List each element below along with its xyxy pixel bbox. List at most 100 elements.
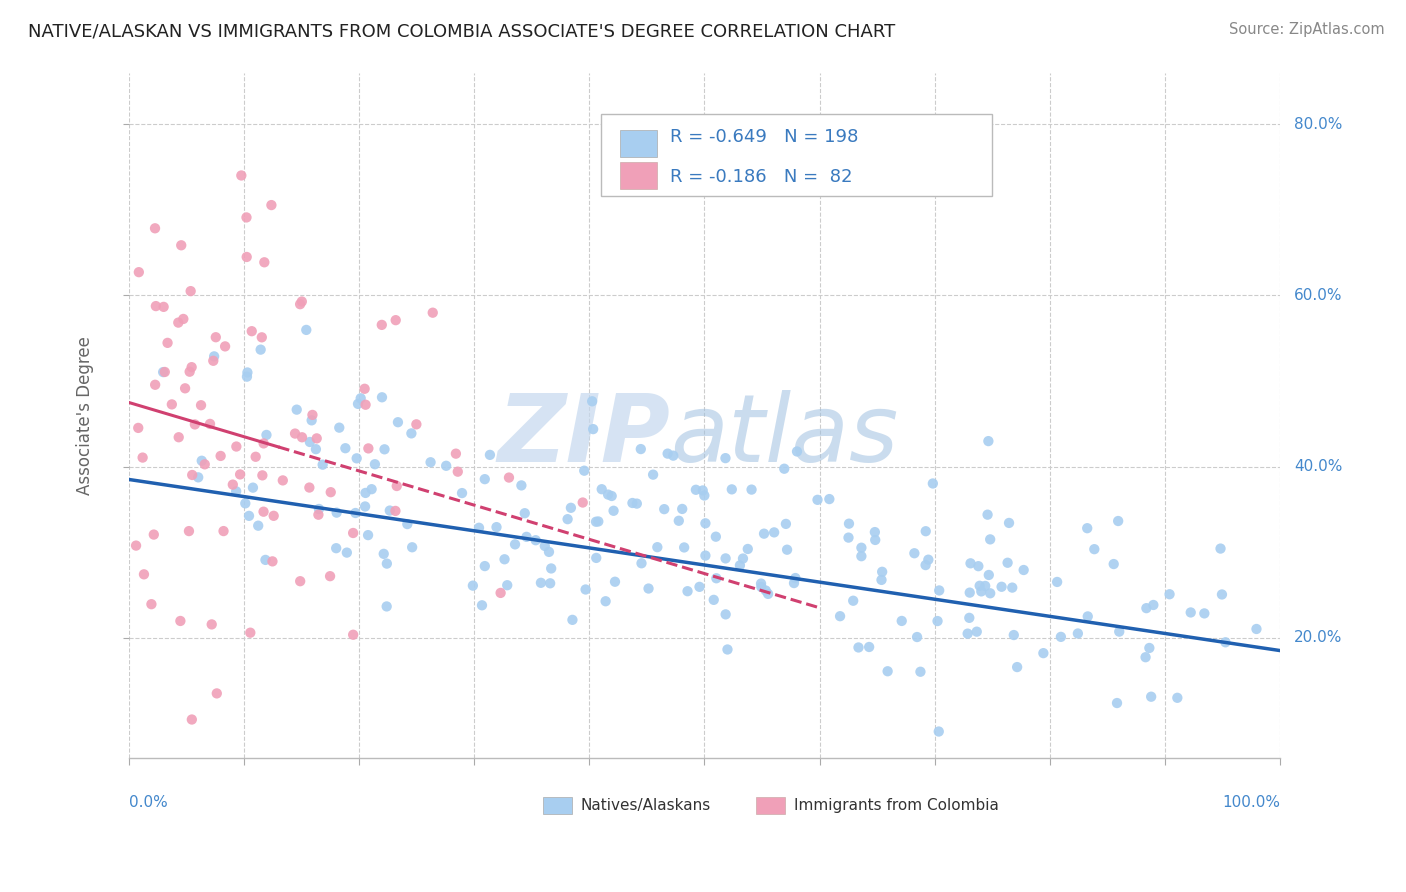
Point: [350, 392, 373, 406]
Point: [603, 574, 626, 589]
FancyBboxPatch shape: [620, 130, 657, 157]
Point: [561, 613, 583, 627]
Point: [344, 506, 367, 520]
Point: [312, 458, 335, 472]
Text: 60.0%: 60.0%: [1294, 288, 1343, 303]
Point: [977, 434, 1000, 449]
Point: [291, 430, 314, 444]
Point: [1209, 541, 1232, 556]
Point: [1076, 521, 1098, 535]
Point: [1077, 609, 1099, 624]
Point: [602, 504, 624, 518]
FancyBboxPatch shape: [543, 797, 572, 814]
Point: [1050, 630, 1073, 644]
Point: [262, 554, 284, 568]
Point: [357, 528, 380, 542]
Point: [970, 584, 993, 599]
Point: [1246, 622, 1268, 636]
Point: [167, 430, 190, 444]
Point: [714, 551, 737, 566]
Point: [141, 597, 163, 611]
Point: [353, 382, 375, 396]
Point: [447, 465, 470, 479]
Point: [1211, 587, 1233, 601]
Point: [582, 422, 605, 436]
Point: [870, 565, 893, 579]
Point: [143, 377, 166, 392]
Point: [704, 530, 727, 544]
Point: [360, 482, 382, 496]
Point: [325, 541, 347, 556]
Point: [524, 533, 547, 548]
Point: [145, 299, 167, 313]
Point: [396, 517, 419, 532]
Point: [387, 415, 409, 429]
Point: [371, 318, 394, 332]
Point: [249, 343, 271, 357]
Point: [156, 335, 179, 350]
Point: [236, 366, 259, 380]
Point: [325, 506, 347, 520]
Point: [342, 526, 364, 541]
Point: [461, 579, 484, 593]
Point: [588, 515, 610, 529]
Point: [212, 524, 235, 538]
Point: [263, 508, 285, 523]
Point: [194, 458, 217, 472]
Point: [571, 495, 593, 509]
Point: [247, 518, 270, 533]
Point: [657, 447, 679, 461]
Point: [1032, 646, 1054, 660]
Point: [997, 556, 1019, 570]
Point: [174, 381, 197, 395]
Point: [307, 508, 329, 522]
Point: [540, 561, 562, 575]
Point: [513, 506, 536, 520]
Point: [927, 614, 949, 628]
Point: [652, 502, 675, 516]
Point: [637, 582, 659, 596]
Point: [979, 586, 1001, 600]
Point: [1166, 690, 1188, 705]
Point: [378, 503, 401, 517]
Point: [737, 541, 759, 556]
Point: [284, 426, 307, 441]
Point: [225, 484, 247, 499]
Point: [647, 540, 669, 554]
Point: [1159, 587, 1181, 601]
Point: [180, 713, 202, 727]
Point: [969, 579, 991, 593]
Point: [851, 541, 873, 555]
Point: [1001, 581, 1024, 595]
Point: [170, 238, 193, 252]
Point: [1005, 660, 1028, 674]
Point: [373, 547, 395, 561]
Point: [160, 397, 183, 411]
Point: [494, 552, 516, 566]
Point: [474, 559, 496, 574]
Point: [225, 440, 247, 454]
Point: [290, 574, 312, 589]
Point: [966, 624, 988, 639]
Point: [298, 481, 321, 495]
Point: [354, 486, 377, 500]
Point: [756, 587, 779, 601]
Point: [630, 556, 652, 570]
Point: [1137, 640, 1160, 655]
Text: Natives/Alaskans: Natives/Alaskans: [581, 798, 710, 813]
Point: [1107, 514, 1129, 528]
Point: [357, 442, 380, 456]
Point: [731, 551, 754, 566]
Point: [741, 483, 763, 497]
Point: [336, 546, 359, 560]
Point: [910, 665, 932, 679]
Point: [474, 472, 496, 486]
Point: [301, 408, 323, 422]
Point: [921, 476, 943, 491]
Point: [693, 489, 716, 503]
Point: [305, 431, 328, 445]
FancyBboxPatch shape: [756, 797, 785, 814]
Point: [600, 489, 623, 503]
Point: [967, 559, 990, 574]
Point: [956, 626, 979, 640]
